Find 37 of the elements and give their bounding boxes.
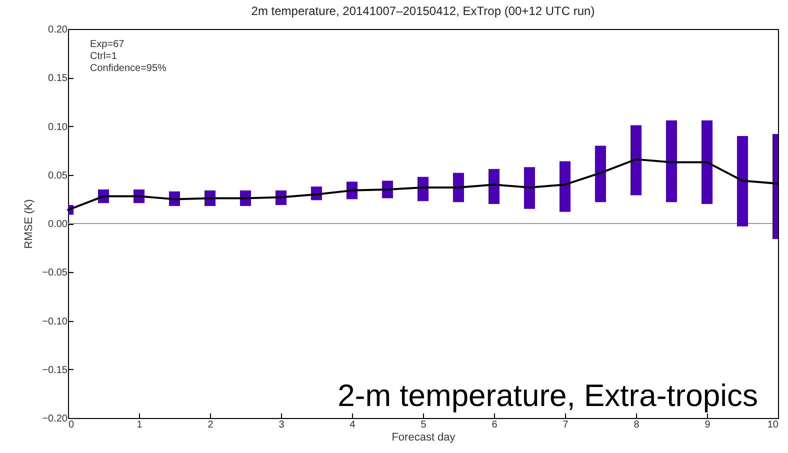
- bar: [595, 146, 606, 202]
- x-tick-label: 10: [767, 420, 779, 430]
- x-tick-label: 5: [420, 420, 427, 430]
- x-axis-title: Forecast day: [392, 432, 456, 444]
- x-tick-label: 0: [68, 420, 74, 430]
- annotation: 2-m temperature, Extra-tropics: [338, 378, 758, 413]
- chart-title: 2m temperature, 20141007–20150412, ExTrop (00+12 UTC run): [251, 4, 595, 18]
- y-tick-label: 0.20: [48, 24, 68, 36]
- y-tick-label: −0.05: [42, 268, 68, 279]
- y-tick-label: 0.10: [48, 122, 68, 133]
- bar: [702, 120, 712, 204]
- bar: [524, 167, 535, 209]
- y-tick-label: −0.15: [42, 364, 68, 376]
- y-tick-label: −0.20: [42, 414, 68, 424]
- x-tick-label: 3: [278, 420, 285, 430]
- x-tick-label: 6: [492, 420, 498, 430]
- x-tick-label: 2: [208, 420, 214, 430]
- x-tick-label: 8: [634, 420, 640, 430]
- bar: [453, 172, 464, 202]
- bar: [737, 136, 748, 226]
- bar: [666, 120, 677, 202]
- y-axis-title: RMSE (K): [23, 199, 36, 249]
- x-tick-label: 7: [562, 420, 569, 430]
- x-tick-label: 4: [350, 420, 356, 430]
- bar: [418, 176, 428, 202]
- y-tick-label: 0.05: [48, 170, 68, 182]
- x-tick-label: 1: [136, 420, 143, 430]
- y-tick-label: 0.00: [48, 219, 68, 230]
- bar: [630, 125, 642, 196]
- annotation: Exp=67: [90, 39, 125, 50]
- bar: [488, 169, 500, 204]
- y-tick-label: 0.15: [48, 73, 68, 84]
- bar: [560, 161, 570, 212]
- y-tick-label: −0.10: [42, 316, 68, 328]
- x-tick-label: 9: [704, 420, 711, 430]
- annotation: Ctrl=1: [90, 51, 118, 62]
- annotation: Confidence=95%: [90, 63, 167, 74]
